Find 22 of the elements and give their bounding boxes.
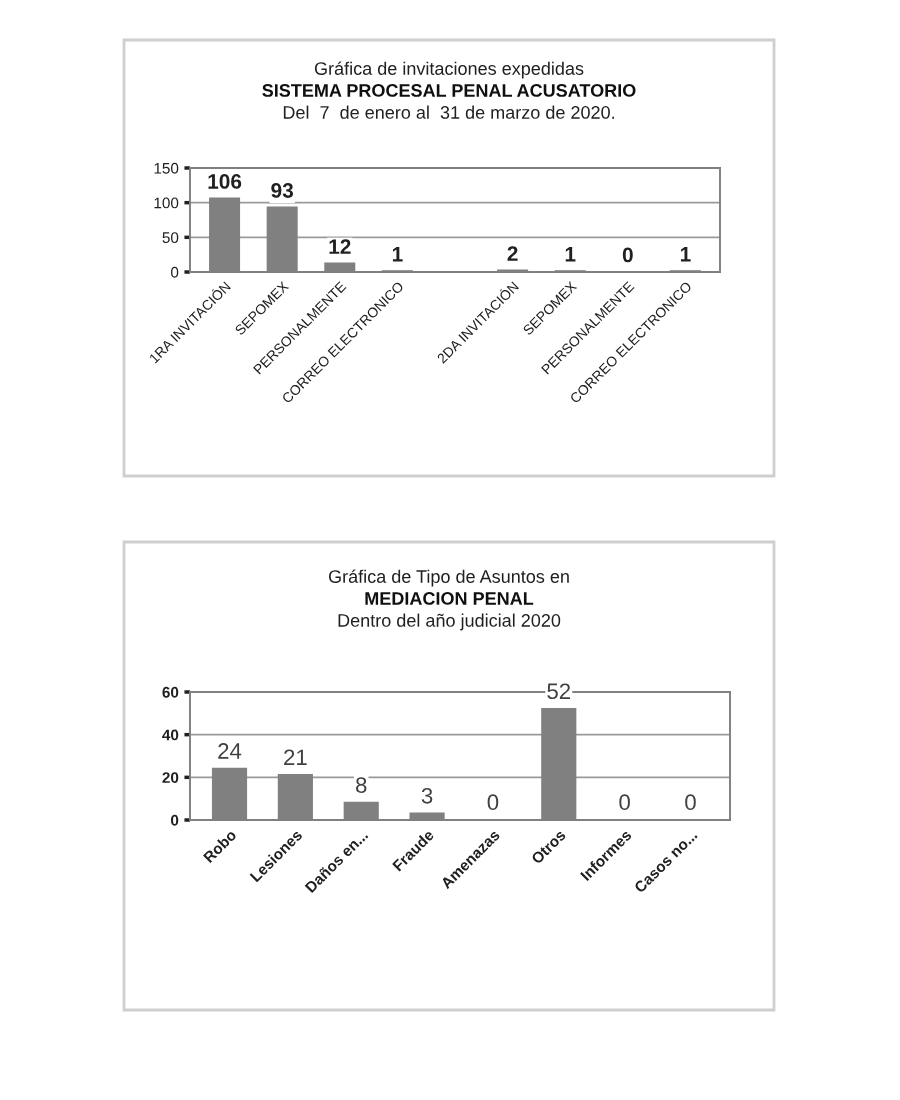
data-label: 1 [680,247,691,262]
data-label: 0 [619,794,630,811]
data-label: 1 [565,247,576,262]
data-label: 2 [507,246,518,261]
data-label: 24 [218,743,242,759]
data-label: 106 [208,174,242,189]
data-label: 93 [271,183,294,198]
data-label: 3 [421,787,433,804]
chart-subtitle: MEDIACION PENAL [365,592,534,605]
text: Dentro del año judicial 2020 [338,613,561,631]
data-label: 0 [622,247,633,263]
data-label: 52 [547,683,571,700]
data-label: 0 [685,794,696,811]
data-label: 8 [356,777,367,793]
data-label: 12 [329,239,351,254]
text: Del 7 de enero al 31 de marzo de 2020. [283,105,614,119]
data-label: 0 [487,794,499,811]
chart-title: Gráfica de Tipo de Asuntos en [328,569,569,587]
chart-title: Gráfica de invitaciones expedidas [314,61,584,79]
data-label: 1 [392,247,403,262]
data-label: 21 [284,749,307,766]
chart-subtitle: SISTEMA PROCESAL PENAL ACUSATORIO [262,84,636,97]
